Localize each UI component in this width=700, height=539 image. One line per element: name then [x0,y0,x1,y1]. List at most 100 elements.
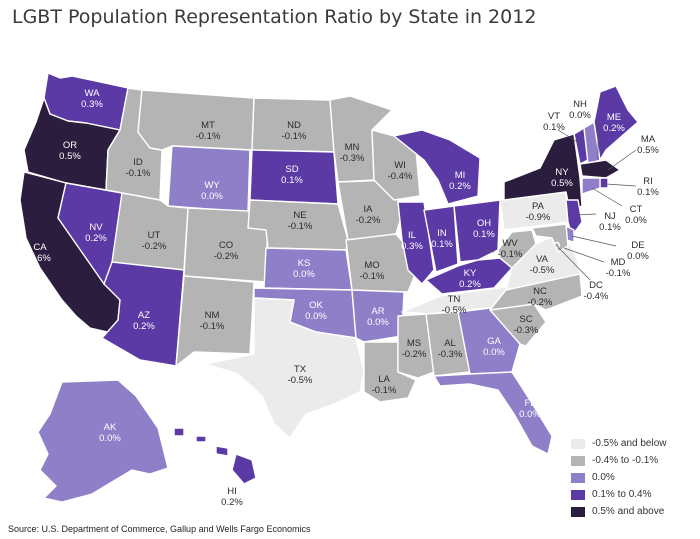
state-HI-kauai[interactable] [173,427,185,437]
state-abbr-HI: HI [227,486,237,497]
state-abbr-NH: NH [573,99,587,110]
state-value-WY: 0.0% [201,191,223,202]
state-AK[interactable] [37,379,169,503]
legend-item: -0.5% and below [571,435,667,452]
state-IN[interactable] [423,205,459,273]
state-value-RI: 0.1% [637,187,659,198]
state-value-AR: 0.0% [367,317,389,328]
state-value-NY: 0.5% [551,178,573,189]
state-abbr-WY: WY [204,180,220,191]
state-value-MN: -0.3% [340,153,365,164]
state-HI-big[interactable] [231,453,257,485]
state-abbr-TX: TX [294,364,307,375]
state-abbr-OR: OR [63,140,77,151]
state-HI-maui[interactable] [215,445,229,457]
legend-swatch [571,506,585,517]
legend-item: -0.4% to -0.1% [571,452,667,469]
state-value-MS: -0.2% [402,349,427,360]
state-abbr-NE: NE [293,210,306,221]
state-value-KS: 0.0% [293,269,315,280]
state-abbr-NV: NV [89,222,103,233]
state-abbr-TN: TN [448,294,461,305]
state-value-MO: -0.1% [360,271,385,282]
state-value-CA: 1.6% [29,253,51,264]
state-abbr-FL: FL [524,398,535,409]
state-value-NJ: 0.1% [599,222,621,233]
state-abbr-IA: IA [364,204,374,215]
state-value-SC: -0.3% [514,325,539,336]
state-abbr-GA: GA [487,336,501,347]
state-abbr-RI: RI [643,176,653,187]
state-NJ[interactable] [565,199,583,237]
state-abbr-MI: MI [455,170,466,181]
state-MS[interactable] [397,313,435,379]
state-abbr-MS: MS [407,338,421,349]
state-value-CO: -0.2% [214,251,239,262]
state-value-KY: 0.2% [459,279,481,290]
leader-lines [483,120,637,281]
state-CT[interactable] [581,177,601,195]
state-HI-oahu[interactable] [195,435,207,443]
state-value-DE: 0.0% [627,251,649,262]
state-FL[interactable] [433,371,553,455]
state-value-OR: 0.5% [59,151,81,162]
state-value-UT: -0.2% [142,241,167,252]
state-ME[interactable] [593,85,639,161]
state-abbr-AK: AK [104,422,117,433]
legend-swatch [571,455,585,466]
state-abbr-KY: KY [464,268,477,279]
state-value-OK: 0.0% [305,311,327,322]
state-abbr-NY: NY [555,167,569,178]
state-value-NM: -0.1% [200,321,225,332]
state-value-NE: -0.1% [288,221,313,232]
state-RI[interactable] [599,177,609,189]
state-value-MI: 0.2% [449,181,471,192]
state-value-NV: 0.2% [85,233,107,244]
state-DC[interactable] [553,241,561,249]
state-TX[interactable] [205,297,365,439]
state-abbr-AL: AL [444,338,456,349]
state-value-HI: 0.2% [221,497,243,508]
state-MI[interactable] [393,129,481,205]
state-abbr-KS: KS [298,258,311,269]
source-note: Source: U.S. Department of Commerce, Gal… [8,524,311,534]
state-AR[interactable] [351,289,405,343]
state-value-VT: 0.1% [543,122,565,133]
state-abbr-VA: VA [536,254,549,265]
state-abbr-MA: MA [641,134,656,145]
state-WY[interactable] [167,145,251,213]
state-WV[interactable] [497,229,537,269]
state-NM[interactable] [175,275,255,367]
state-value-ND: -0.1% [282,131,307,142]
state-value-VA: -0.5% [530,265,555,276]
legend-item: 0.1% to 0.4% [571,486,667,503]
state-abbr-ME: ME [607,112,621,123]
state-abbr-WV: WV [502,238,518,249]
state-value-FL: 0.0% [519,409,541,420]
legend-swatch [571,472,585,483]
state-value-TN: -0.5% [442,305,467,316]
state-value-WA: 0.3% [81,99,103,110]
state-value-GA: 0.0% [483,347,505,358]
state-abbr-MN: MN [345,142,360,153]
state-NY[interactable] [503,133,583,213]
state-abbr-PA: PA [532,201,545,212]
state-value-AZ: 0.2% [133,321,155,332]
state-MO[interactable] [345,233,421,293]
state-MA[interactable] [579,159,621,179]
state-abbr-WA: WA [85,88,101,99]
state-abbr-NM: NM [205,310,220,321]
state-abbr-DC: DC [589,280,603,291]
map-title: LGBT Population Representation Ratio by … [12,6,537,28]
legend: -0.5% and below -0.4% to -0.1% 0.0% 0.1% to… [571,435,667,520]
legend-swatch [571,489,585,500]
state-IL[interactable] [397,201,435,285]
state-abbr-SC: SC [519,314,532,325]
legend-label: 0.1% to 0.4% [592,489,652,500]
state-abbr-UT: UT [148,230,161,241]
state-abbr-DE: DE [631,240,644,251]
state-value-WI: -0.4% [388,171,413,182]
state-OH[interactable] [453,199,501,263]
state-GA[interactable] [457,307,521,375]
